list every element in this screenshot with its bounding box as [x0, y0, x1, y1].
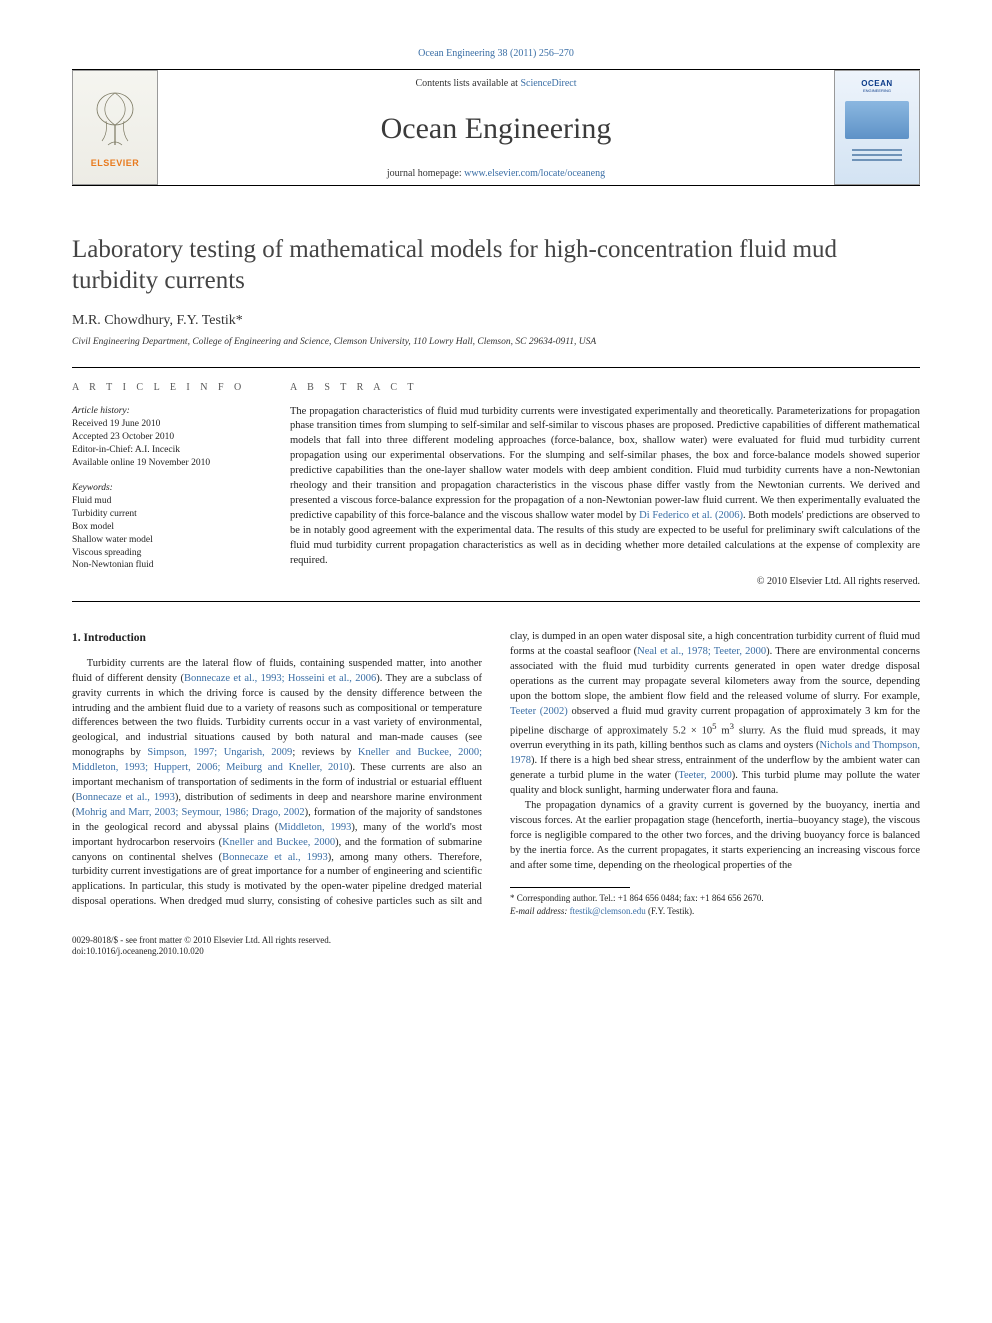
citation-link[interactable]: Simpson, 1997; Ungarish, 2009	[147, 747, 292, 758]
abstract-text: The propagation characteristics of fluid…	[290, 405, 920, 569]
corr-author-note: * Corresponding author. Tel.: +1 864 656…	[510, 892, 920, 904]
keywords-block: Keywords: Fluid mud Turbidity current Bo…	[72, 482, 260, 573]
history-editor: Editor-in-Chief: A.I. Incecik	[72, 444, 260, 457]
citation-link[interactable]: Teeter, 2000	[678, 770, 731, 781]
email-who: (F.Y. Testik).	[646, 906, 695, 916]
corr-marker: *	[236, 313, 243, 328]
homepage-prefix: journal homepage:	[387, 168, 464, 179]
citation-link[interactable]: Bonnecaze et al., 1993	[76, 792, 175, 803]
journal-name: Ocean Engineering	[381, 112, 612, 146]
page-footer: 0029-8018/$ - see front matter © 2010 El…	[72, 935, 920, 958]
abstract-pre: The propagation characteristics of fluid…	[290, 406, 920, 521]
cover-subtitle: ENGINEERING	[863, 88, 891, 93]
publisher-label: ELSEVIER	[91, 158, 140, 168]
keyword: Non-Newtonian fluid	[72, 559, 260, 572]
body-paragraph: Turbidity currents are the lateral flow …	[72, 630, 920, 916]
meta-row: A R T I C L E I N F O Article history: R…	[72, 367, 920, 603]
cover-lines-icon	[852, 149, 902, 164]
article-title: Laboratory testing of mathematical model…	[72, 234, 920, 297]
citation-link[interactable]: Bonnecaze et al., 1993; Hosseini et al.,…	[184, 673, 376, 684]
abstract-citation-link[interactable]: Di Federico et al. (2006)	[639, 510, 743, 521]
footnote-separator	[510, 887, 630, 888]
citation-link[interactable]: Middleton, 1993	[278, 822, 351, 833]
abstract-block: A B S T R A C T The propagation characte…	[272, 368, 920, 602]
history-accepted: Accepted 23 October 2010	[72, 431, 260, 444]
keyword: Turbidity current	[72, 508, 260, 521]
homepage-link[interactable]: www.elsevier.com/locate/oceaneng	[464, 168, 605, 179]
author-names: M.R. Chowdhury, F.Y. Testik	[72, 313, 236, 328]
footer-front-matter: 0029-8018/$ - see front matter © 2010 El…	[72, 935, 920, 947]
article-history: Article history: Received 19 June 2010 A…	[72, 405, 260, 470]
affiliation: Civil Engineering Department, College of…	[72, 337, 920, 347]
footnote: * Corresponding author. Tel.: +1 864 656…	[510, 892, 920, 916]
history-online: Available online 19 November 2010	[72, 457, 260, 470]
history-label: Article history:	[72, 405, 260, 418]
keyword: Fluid mud	[72, 495, 260, 508]
citation-link[interactable]: Bonnecaze et al., 1993	[222, 852, 328, 863]
contents-line: Contents lists available at ScienceDirec…	[415, 78, 576, 89]
authors: M.R. Chowdhury, F.Y. Testik*	[72, 313, 920, 329]
history-received: Received 19 June 2010	[72, 418, 260, 431]
publisher-badge: ELSEVIER	[72, 70, 158, 185]
sciencedirect-link[interactable]: ScienceDirect	[520, 78, 576, 89]
footer-doi: doi:10.1016/j.oceaneng.2010.10.020	[72, 946, 920, 958]
journal-ref: Ocean Engineering 38 (2011) 256–270	[72, 48, 920, 59]
email-label: E-mail address:	[510, 906, 570, 916]
header-band: ELSEVIER Contents lists available at Sci…	[72, 69, 920, 186]
contents-prefix: Contents lists available at	[415, 78, 520, 89]
homepage-line: journal homepage: www.elsevier.com/locat…	[387, 168, 605, 179]
body-paragraph: The propagation dynamics of a gravity cu…	[510, 799, 920, 874]
keywords-label: Keywords:	[72, 482, 260, 495]
elsevier-tree-icon	[85, 88, 145, 158]
header-center: Contents lists available at ScienceDirec…	[158, 70, 834, 185]
cover-title: OCEAN	[861, 79, 892, 88]
keyword: Shallow water model	[72, 534, 260, 547]
journal-ref-link[interactable]: Ocean Engineering 38 (2011) 256–270	[418, 48, 574, 59]
citation-link[interactable]: Neal et al., 1978; Teeter, 2000	[637, 646, 766, 657]
cover-image-icon	[845, 101, 909, 139]
citation-link[interactable]: Teeter (2002)	[510, 706, 568, 717]
article-info: A R T I C L E I N F O Article history: R…	[72, 368, 272, 602]
body-columns: 1. Introduction Turbidity currents are t…	[72, 630, 920, 916]
journal-cover-thumb: OCEAN ENGINEERING	[834, 70, 920, 185]
corr-email-link[interactable]: ftestik@clemson.edu	[570, 906, 646, 916]
section-heading-intro: 1. Introduction	[72, 630, 482, 646]
citation-link[interactable]: Kneller and Buckee, 2000	[222, 837, 335, 848]
keyword: Box model	[72, 521, 260, 534]
citation-link[interactable]: Mohrig and Marr, 2003; Seymour, 1986; Dr…	[76, 807, 305, 818]
abstract-copyright: © 2010 Elsevier Ltd. All rights reserved…	[290, 576, 920, 587]
article-info-head: A R T I C L E I N F O	[72, 382, 260, 393]
abstract-head: A B S T R A C T	[290, 382, 920, 393]
keyword: Viscous spreading	[72, 547, 260, 560]
